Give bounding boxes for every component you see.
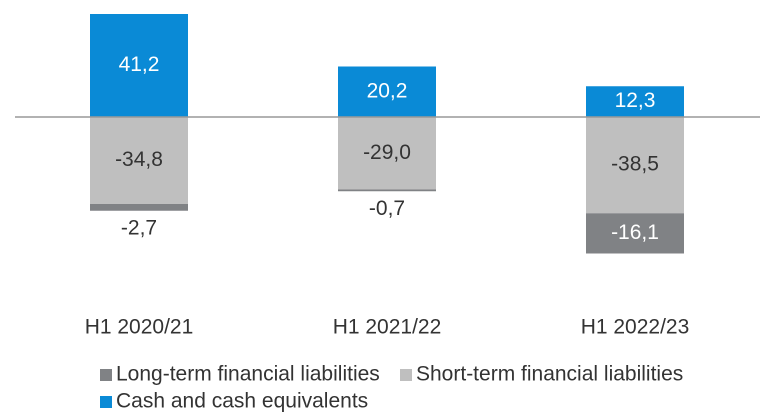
data-label: -0,7: [369, 197, 405, 220]
bar: [338, 189, 436, 192]
data-label: 41,2: [119, 53, 160, 76]
bar: [586, 117, 684, 214]
legend-label: Short-term financial liabilities: [416, 363, 683, 386]
x-tick-label: H1 2022/23: [581, 316, 690, 339]
bar: [338, 66, 436, 117]
data-label: -2,7: [121, 216, 157, 239]
bar: [586, 86, 684, 117]
legend-swatch: [400, 369, 412, 381]
bar: [90, 117, 188, 204]
data-label: -38,5: [611, 153, 659, 176]
data-label: 12,3: [615, 89, 656, 112]
bar: [90, 204, 188, 211]
legend-swatch: [100, 369, 112, 381]
data-label: 20,2: [367, 79, 408, 102]
legend-label: Cash and cash equivalents: [116, 390, 368, 413]
legend-swatch: [100, 396, 112, 408]
bar: [586, 213, 684, 254]
data-label: -16,1: [611, 221, 659, 244]
data-label: -34,8: [115, 148, 163, 171]
x-tick-label: H1 2020/21: [85, 316, 194, 339]
bar: [90, 14, 188, 117]
bar: [338, 117, 436, 190]
data-label: -29,0: [363, 141, 411, 164]
legend-label: Long-term financial liabilities: [116, 363, 380, 386]
x-tick-label: H1 2021/22: [333, 316, 442, 339]
